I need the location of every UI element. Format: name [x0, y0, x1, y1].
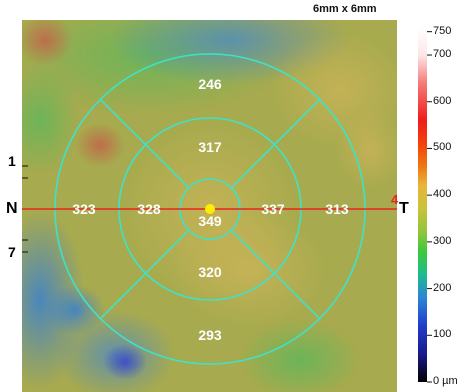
marker-top: 1	[8, 153, 16, 169]
colorbar-tick-label: 700	[433, 48, 452, 61]
temporal-label: T	[399, 200, 409, 217]
outer-nasal-value: 323	[72, 201, 96, 217]
colorbar-ticks	[427, 31, 432, 383]
outer-superior-value: 246	[198, 76, 222, 92]
inner-superior-value: 317	[198, 139, 222, 155]
outer-temporal-value: 313	[325, 201, 349, 217]
grid-spoke	[273, 272, 321, 320]
colorbar-tick-label: 500	[433, 141, 452, 154]
scan-size-title: 6mm x 6mm	[313, 3, 377, 15]
grid-spoke	[145, 229, 190, 274]
colorbar-tick-label: 750	[433, 24, 452, 37]
colorbar-gradient	[418, 27, 427, 382]
center-value: 349	[198, 213, 222, 229]
colorbar-tick-label: 400	[433, 188, 452, 201]
colorbar-tick-label: 100	[433, 328, 452, 341]
grid-spoke	[99, 98, 147, 146]
sector-values: 246 317 349 323 328 337 313 320 293	[72, 76, 349, 343]
grid-spoke	[99, 272, 147, 320]
inner-nasal-value: 328	[137, 201, 161, 217]
marker-bottom: 7	[8, 244, 16, 260]
inner-inferior-value: 320	[198, 264, 222, 280]
outer-inferior-value: 293	[198, 327, 222, 343]
grid-spoke	[230, 229, 275, 274]
colorbar-tick-label: 0 µm	[433, 375, 458, 387]
side-ticks	[22, 165, 28, 253]
fovea-marker	[205, 204, 215, 214]
inner-temporal-value: 337	[261, 201, 285, 217]
grid-spoke	[230, 144, 275, 189]
scan-line-number: 4	[391, 192, 399, 207]
colorbar-tick-label: 200	[433, 281, 452, 294]
nasal-label: N	[6, 200, 18, 217]
colorbar-tick-label: 600	[433, 94, 452, 107]
grid-spoke	[273, 98, 321, 146]
grid-spoke	[145, 144, 190, 189]
colorbar-tick-label: 300	[433, 234, 452, 247]
